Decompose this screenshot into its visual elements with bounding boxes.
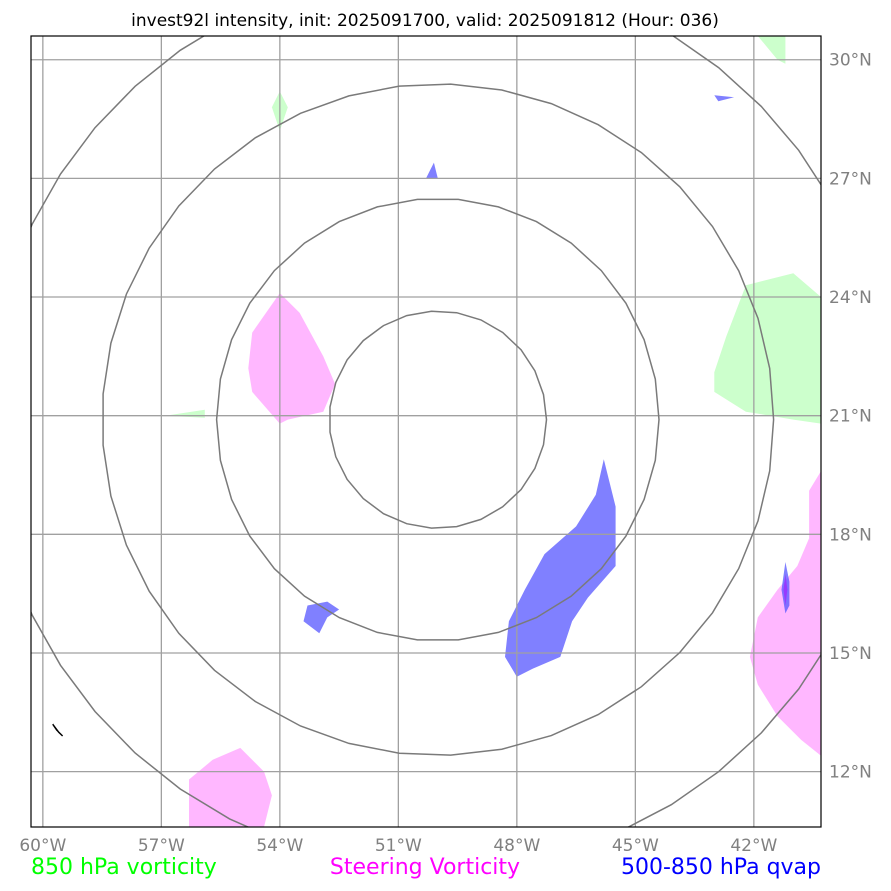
qvap-area: [505, 459, 616, 677]
longitude-tick-label: 57°W: [138, 836, 185, 856]
longitude-tick-label: 51°W: [375, 836, 422, 856]
axis-tick-labels: 60°W 57°W 54°W 51°W 48°W 45°W 42°W 30°N 27°N 24°N…: [19, 51, 871, 856]
latitude-tick-label: 24°N: [829, 288, 872, 308]
range-rings: [31, 36, 821, 827]
legend: 850 hPa vorticity Steering Vorticity 500…: [31, 855, 821, 880]
latitude-tick-label: 30°N: [829, 51, 872, 71]
range-ring: [102, 83, 775, 756]
longitude-tick-label: 54°W: [256, 836, 303, 856]
latitude-tick-label: 12°N: [829, 763, 872, 783]
latitude-tick-label: 15°N: [829, 644, 872, 664]
steering-vorticity-area: [248, 293, 336, 424]
plot-background: [31, 36, 821, 827]
legend-item-steering-vorticity: Steering Vorticity: [330, 855, 520, 880]
island-outline: [52, 723, 64, 737]
longitude-tick-label: 48°W: [493, 836, 540, 856]
latitude-tick-label: 27°N: [829, 169, 872, 189]
qvap-core-area: [783, 573, 788, 606]
legend-item-850-vorticity: 850 hPa vorticity: [31, 855, 217, 880]
longitude-tick-label: 60°W: [19, 836, 66, 856]
qvap-area: [303, 601, 340, 634]
lat-lon-grid: [31, 36, 821, 827]
legend-item-qvap: 500-850 hPa qvap: [621, 855, 821, 880]
range-ring: [329, 310, 548, 529]
plot-frame: [30, 35, 822, 828]
vorticity-850-area: [757, 36, 786, 64]
qvap-area: [426, 162, 438, 179]
latitude-tick-label: 21°N: [829, 407, 872, 427]
vorticity-850-area: [714, 273, 821, 424]
range-ring: [215, 198, 660, 641]
longitude-tick-label: 42°W: [730, 836, 777, 856]
field-layer: [52, 36, 821, 827]
steering-vorticity-area: [749, 471, 821, 756]
range-ring: [31, 36, 821, 827]
qvap-area: [714, 95, 735, 102]
longitude-tick-label: 45°W: [612, 836, 659, 856]
latitude-tick-label: 18°N: [829, 525, 872, 545]
figure-title: invest92l intensity, init: 2025091700, v…: [131, 11, 719, 31]
